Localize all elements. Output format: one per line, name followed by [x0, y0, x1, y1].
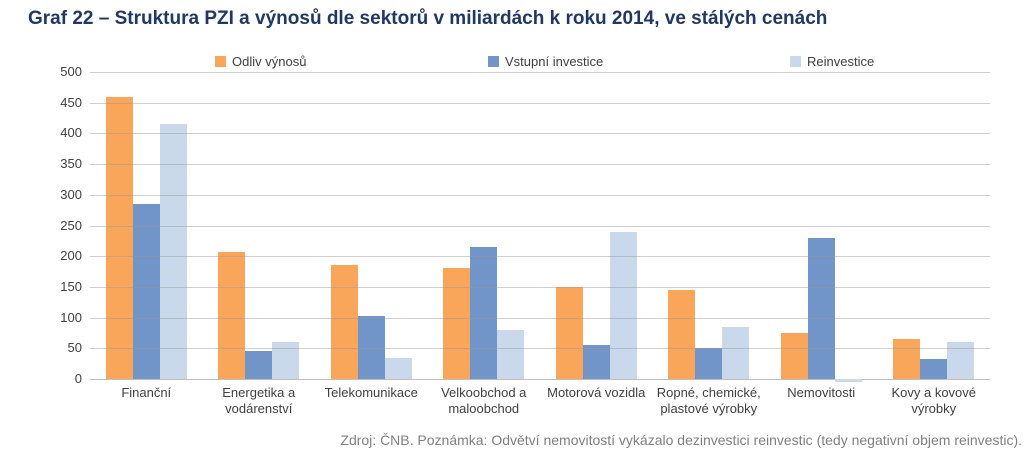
gridline	[90, 194, 990, 196]
gridline	[90, 256, 990, 258]
x-axis-label: Velkoobchod a maloobchod	[441, 385, 527, 416]
bar	[555, 286, 583, 379]
y-axis-tick: 250	[60, 217, 82, 233]
bar	[132, 204, 160, 379]
bar	[893, 339, 921, 379]
bar	[920, 358, 948, 379]
gridline	[90, 133, 990, 135]
gridline	[90, 317, 990, 319]
y-axis-tick: 200	[60, 248, 82, 264]
y-axis-tick: 500	[60, 64, 82, 79]
y-axis-tick: 50	[67, 340, 82, 356]
gridline	[90, 225, 990, 227]
bar	[272, 342, 300, 379]
source-note: Zdroj: ČNB. Poznámka: Odvětví nemovitost…	[340, 432, 1022, 448]
plot-area	[90, 72, 990, 383]
legend-item: Vstupní investice	[488, 54, 603, 69]
bar	[384, 357, 412, 379]
bar	[245, 351, 273, 379]
gridline	[90, 286, 990, 288]
y-axis-tick: 100	[60, 309, 82, 325]
bar	[443, 268, 471, 379]
y-axis-tick: 350	[60, 156, 82, 172]
x-axis-label: Finanční	[121, 385, 172, 400]
legend-swatch	[215, 56, 226, 67]
bar	[470, 247, 498, 379]
legend-label: Vstupní investice	[505, 54, 604, 69]
y-axis-tick: 400	[60, 125, 82, 141]
x-axis-label: Kovy a kovové výrobky	[891, 385, 977, 416]
x-axis-label: Energetika a vodárenství	[222, 385, 296, 416]
legend-label: Reinvestice	[807, 54, 875, 69]
bar	[722, 326, 750, 379]
y-axis: 0 50 100 150 200 250 300 350 400 450 500	[0, 64, 82, 386]
gridline	[90, 72, 990, 73]
y-axis-tick: 150	[60, 278, 82, 294]
gridline	[90, 164, 990, 166]
bar	[159, 124, 187, 379]
legend-label: Odliv výnosů	[232, 54, 307, 69]
bar	[807, 237, 835, 379]
bar	[609, 231, 637, 379]
x-axis-label: Motorová vozidla	[547, 385, 646, 400]
x-axis-label: Telekomunikace	[324, 385, 418, 400]
bar	[497, 329, 525, 379]
bar	[330, 265, 358, 379]
y-axis-tick: 0	[74, 371, 82, 386]
bar	[582, 345, 610, 379]
bar	[105, 96, 133, 379]
bar	[695, 348, 723, 379]
bar	[947, 342, 975, 379]
bar	[780, 332, 808, 379]
bar	[218, 251, 246, 379]
legend-item: Reinvestice	[790, 54, 874, 69]
x-axis-label: Ropné, chemické, plastové výrobky	[656, 385, 761, 416]
legend-swatch	[488, 56, 499, 67]
bar	[668, 289, 696, 379]
legend-swatch	[790, 56, 801, 67]
y-axis-tick: 450	[60, 94, 82, 110]
chart-title: Graf 22 – Struktura PZI a výnosů dle sek…	[28, 8, 828, 29]
gridline	[90, 102, 990, 104]
x-axis-label: Nemovitosti	[787, 385, 856, 400]
legend-item: Odliv výnosů	[215, 54, 306, 69]
y-axis-tick: 300	[60, 186, 82, 202]
bar	[357, 315, 385, 379]
x-axis-labels: Finanční Energetika a vodárenství Telekomu…	[90, 385, 990, 421]
bar	[834, 379, 862, 383]
gridline	[90, 348, 990, 350]
